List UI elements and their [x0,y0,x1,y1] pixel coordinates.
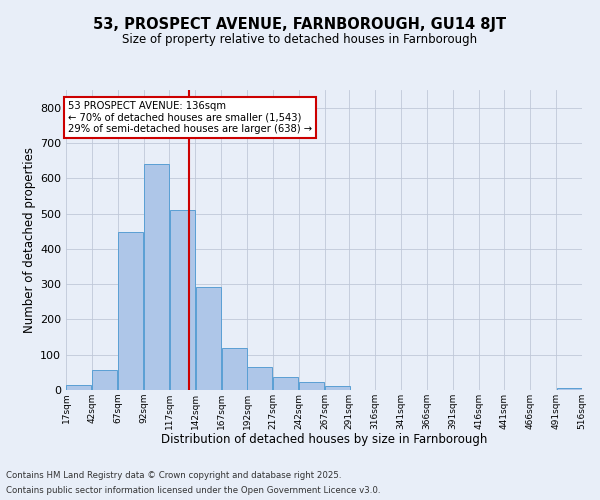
Bar [273,376,298,390]
Bar [118,232,143,390]
Bar [557,388,581,390]
Text: 53, PROSPECT AVENUE, FARNBOROUGH, GU14 8JT: 53, PROSPECT AVENUE, FARNBOROUGH, GU14 8… [94,18,506,32]
Bar [221,348,247,390]
Bar [67,386,91,390]
Bar [196,287,221,390]
Bar [92,370,117,390]
Text: 53 PROSPECT AVENUE: 136sqm
← 70% of detached houses are smaller (1,543)
29% of s: 53 PROSPECT AVENUE: 136sqm ← 70% of deta… [68,102,312,134]
Y-axis label: Number of detached properties: Number of detached properties [23,147,36,333]
X-axis label: Distribution of detached houses by size in Farnborough: Distribution of detached houses by size … [161,434,487,446]
Text: Contains HM Land Registry data © Crown copyright and database right 2025.: Contains HM Land Registry data © Crown c… [6,471,341,480]
Bar [247,367,272,390]
Bar [144,164,169,390]
Text: Contains public sector information licensed under the Open Government Licence v3: Contains public sector information licen… [6,486,380,495]
Bar [170,210,195,390]
Bar [299,382,324,390]
Bar [325,386,350,390]
Text: Size of property relative to detached houses in Farnborough: Size of property relative to detached ho… [122,32,478,46]
